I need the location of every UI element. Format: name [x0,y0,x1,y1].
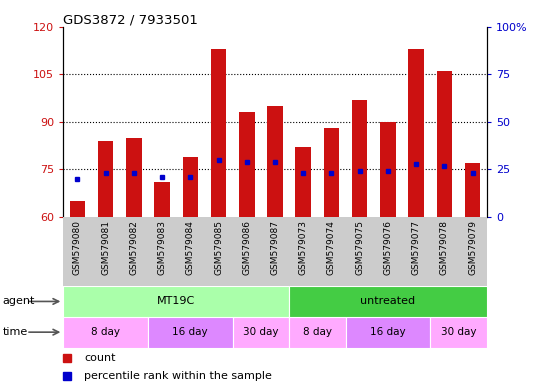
Bar [324,128,339,217]
Text: GSM579073: GSM579073 [299,220,308,275]
Bar [380,122,395,217]
Bar [430,317,487,348]
Text: GSM579084: GSM579084 [186,220,195,275]
Bar [267,106,283,217]
Text: time: time [3,327,28,337]
Text: 16 day: 16 day [173,327,208,337]
Text: 30 day: 30 day [243,327,279,337]
Text: GSM579077: GSM579077 [411,220,421,275]
Bar [148,317,233,348]
Text: GDS3872 / 7933501: GDS3872 / 7933501 [63,13,198,26]
Bar [289,317,345,348]
Text: 16 day: 16 day [370,327,406,337]
Bar [352,100,367,217]
Bar [233,317,289,348]
Bar [63,317,148,348]
Bar [437,71,452,217]
Text: untreated: untreated [360,296,415,306]
Bar [63,286,289,317]
Bar [211,49,226,217]
Bar [345,317,430,348]
Bar [183,157,198,217]
Text: GSM579076: GSM579076 [383,220,393,275]
Text: MT19C: MT19C [157,296,195,306]
Text: count: count [85,353,116,363]
Text: GSM579081: GSM579081 [101,220,110,275]
Bar [126,138,141,217]
Text: GSM579086: GSM579086 [242,220,251,275]
Text: GSM579078: GSM579078 [440,220,449,275]
Text: 8 day: 8 day [303,327,332,337]
Text: agent: agent [3,296,35,306]
Bar [239,113,255,217]
Text: GSM579074: GSM579074 [327,220,336,275]
Text: GSM579079: GSM579079 [468,220,477,275]
Text: 30 day: 30 day [441,327,476,337]
Bar [155,182,170,217]
Bar [465,163,480,217]
Text: 8 day: 8 day [91,327,120,337]
Text: GSM579080: GSM579080 [73,220,82,275]
Text: GSM579082: GSM579082 [129,220,139,275]
Text: GSM579085: GSM579085 [214,220,223,275]
Bar [70,201,85,217]
Bar [289,286,487,317]
Text: GSM579083: GSM579083 [157,220,167,275]
Bar [98,141,113,217]
Bar [295,147,311,217]
Bar [409,49,424,217]
Text: GSM579075: GSM579075 [355,220,364,275]
Text: percentile rank within the sample: percentile rank within the sample [85,371,272,381]
Text: GSM579087: GSM579087 [271,220,279,275]
